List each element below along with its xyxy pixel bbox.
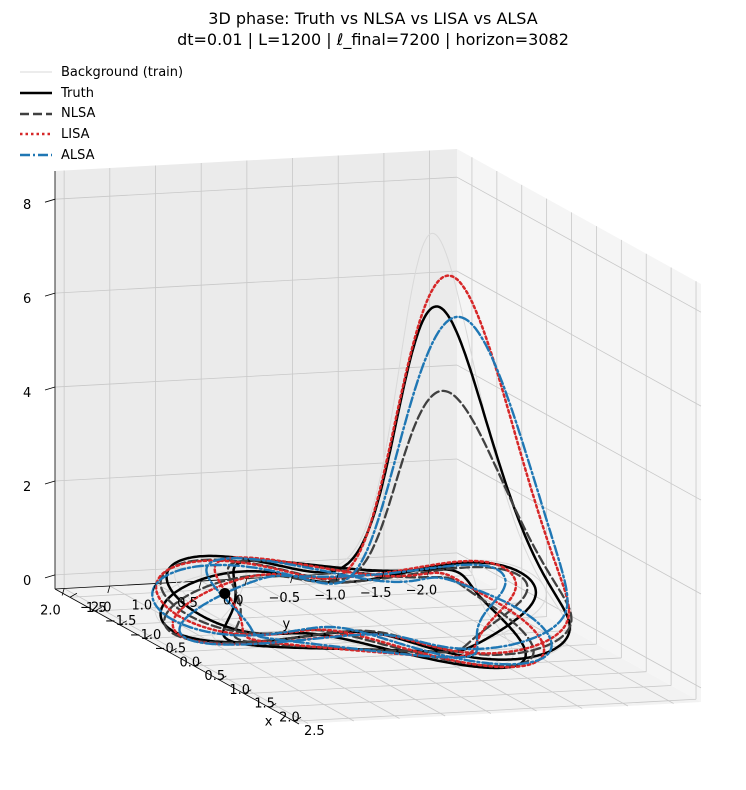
z-tick-label-2: 4 — [23, 386, 31, 401]
tick-labels: −2.0−1.5−1.0−0.50.00.51.01.52.02.5−2.0−1… — [23, 198, 437, 739]
grid-x-floor-7 — [244, 671, 647, 695]
legend-label-lisa: LISA — [61, 126, 90, 142]
series-line-alsa — [151, 315, 569, 666]
x-tick-label-8: 2.0 — [279, 710, 300, 725]
series-layer — [151, 232, 573, 670]
legend-item-alsa: ALSA — [18, 145, 183, 166]
grid-x-floor-8 — [269, 685, 672, 708]
y-tick-mark-5 — [198, 580, 202, 589]
grid-y-floor-2 — [338, 573, 583, 709]
x-tick-label-4: 0.0 — [180, 655, 201, 670]
x-tick-mark-0 — [69, 592, 78, 598]
back-left-pane — [55, 149, 457, 589]
grid-z-right-3 — [456, 270, 702, 407]
legend-swatch-background — [20, 71, 52, 73]
legend-item-lisa: LISA — [18, 124, 183, 145]
y-tick-label-7: 1.5 — [86, 601, 107, 616]
x-tick-mark-9 — [293, 716, 302, 722]
x-tick-mark-8 — [268, 703, 277, 708]
x-tick-label-9: 2.5 — [304, 724, 325, 739]
legend-swatch-alsa — [20, 153, 52, 157]
grid-z-right-1 — [456, 458, 702, 595]
grid-z-right-0 — [456, 552, 702, 689]
y-tick-mark-3 — [290, 575, 293, 584]
legend: Background (train) Truth NLSA LISA ALSA — [18, 62, 183, 165]
grid-z-left-1 — [54, 458, 458, 482]
x-tick-label-0: −2.0 — [80, 600, 112, 615]
chart-subtitle: dt=0.01 | L=1200 | ℓ_final=7200 | horizo… — [177, 30, 569, 49]
x-tick-label-6: 1.0 — [229, 683, 250, 698]
x-tick-mark-4 — [169, 648, 177, 653]
x-tick-label-3: −0.5 — [155, 642, 187, 657]
grid-y-floor-7 — [109, 585, 355, 722]
x-tick-mark-5 — [194, 661, 202, 667]
y-tick-label-5: 0.5 — [177, 596, 198, 611]
legend-swatch-nlsa — [20, 112, 52, 115]
legend-label-truth: Truth — [61, 85, 94, 101]
z-tick-label-0: 0 — [23, 574, 31, 589]
y-tick-label-3: −0.5 — [269, 591, 301, 606]
x-tick-mark-3 — [144, 634, 152, 639]
y-tick-label-2: −1.0 — [314, 589, 346, 604]
x-tick-mark-2 — [119, 620, 127, 626]
legend-label-background: Background (train) — [61, 64, 184, 80]
z-tick-mark-2 — [44, 386, 56, 391]
legend-label-nlsa: NLSA — [61, 106, 96, 122]
grid-z-left-4 — [54, 176, 458, 200]
grid-z-left-2 — [54, 364, 458, 388]
z-tick-mark-0 — [44, 574, 56, 579]
z-tick-label-1: 2 — [23, 480, 31, 495]
grid-z-left-3 — [54, 270, 458, 294]
y-tick-mark-6 — [153, 583, 156, 591]
y-axis-label: y — [283, 617, 291, 632]
x-tick-label-7: 1.5 — [254, 697, 275, 712]
z-tick-mark-1 — [44, 480, 56, 485]
grid-x-floor-9 — [293, 698, 697, 722]
y-tick-label-1: −1.5 — [360, 586, 392, 601]
legend-item-truth: Truth — [18, 83, 183, 104]
grid-x-floor-6 — [219, 657, 622, 681]
z-tick-mark-3 — [44, 292, 56, 297]
y-tick-mark-8 — [61, 588, 65, 596]
y-tick-mark-4 — [244, 578, 248, 586]
y-tick-label-8: 2.0 — [40, 604, 61, 619]
grid-y-floor-6 — [155, 583, 400, 719]
z-tick-mark-4 — [44, 198, 56, 203]
y-tick-label-4: 0.0 — [223, 594, 244, 609]
x-tick-mark-7 — [244, 689, 252, 695]
y-tick-mark-0 — [427, 568, 430, 576]
series-line-lisa — [154, 274, 571, 669]
y-tick-label-6: 1.0 — [132, 599, 153, 614]
truth-end-marker — [219, 587, 231, 599]
grid-x-floor-5 — [194, 643, 597, 667]
x-tick-mark-1 — [94, 606, 103, 612]
grid-x-floor-0 — [69, 574, 472, 598]
x-tick-label-2: −1.0 — [130, 628, 162, 643]
z-tick-label-3: 6 — [23, 292, 31, 307]
legend-swatch-truth — [20, 91, 52, 95]
grid-z-right-2 — [456, 364, 702, 501]
z-tick-label-4: 8 — [23, 198, 31, 213]
x-tick-mark-6 — [219, 675, 227, 681]
x-tick-label-1: −1.5 — [105, 614, 137, 629]
x-tick-label-5: 0.5 — [204, 669, 225, 684]
back-right-pane — [457, 149, 701, 702]
y-tick-label-0: −2.0 — [406, 584, 438, 599]
x-axis-line — [54, 588, 300, 725]
y-tick-mark-1 — [381, 570, 385, 579]
legend-label-alsa: ALSA — [61, 147, 95, 163]
y-tick-mark-7 — [107, 585, 111, 594]
legend-item-background: Background (train) — [18, 62, 183, 83]
grid-z-right-4 — [456, 176, 702, 313]
chart-title: 3D phase: Truth vs NLSA vs LISA vs ALSA — [208, 9, 538, 28]
grid-y-floor-8 — [63, 588, 309, 724]
grid-y-floor-1 — [383, 570, 629, 707]
y-tick-mark-2 — [335, 573, 339, 581]
x-axis-label: x — [265, 715, 273, 730]
legend-item-nlsa: NLSA — [18, 103, 183, 124]
